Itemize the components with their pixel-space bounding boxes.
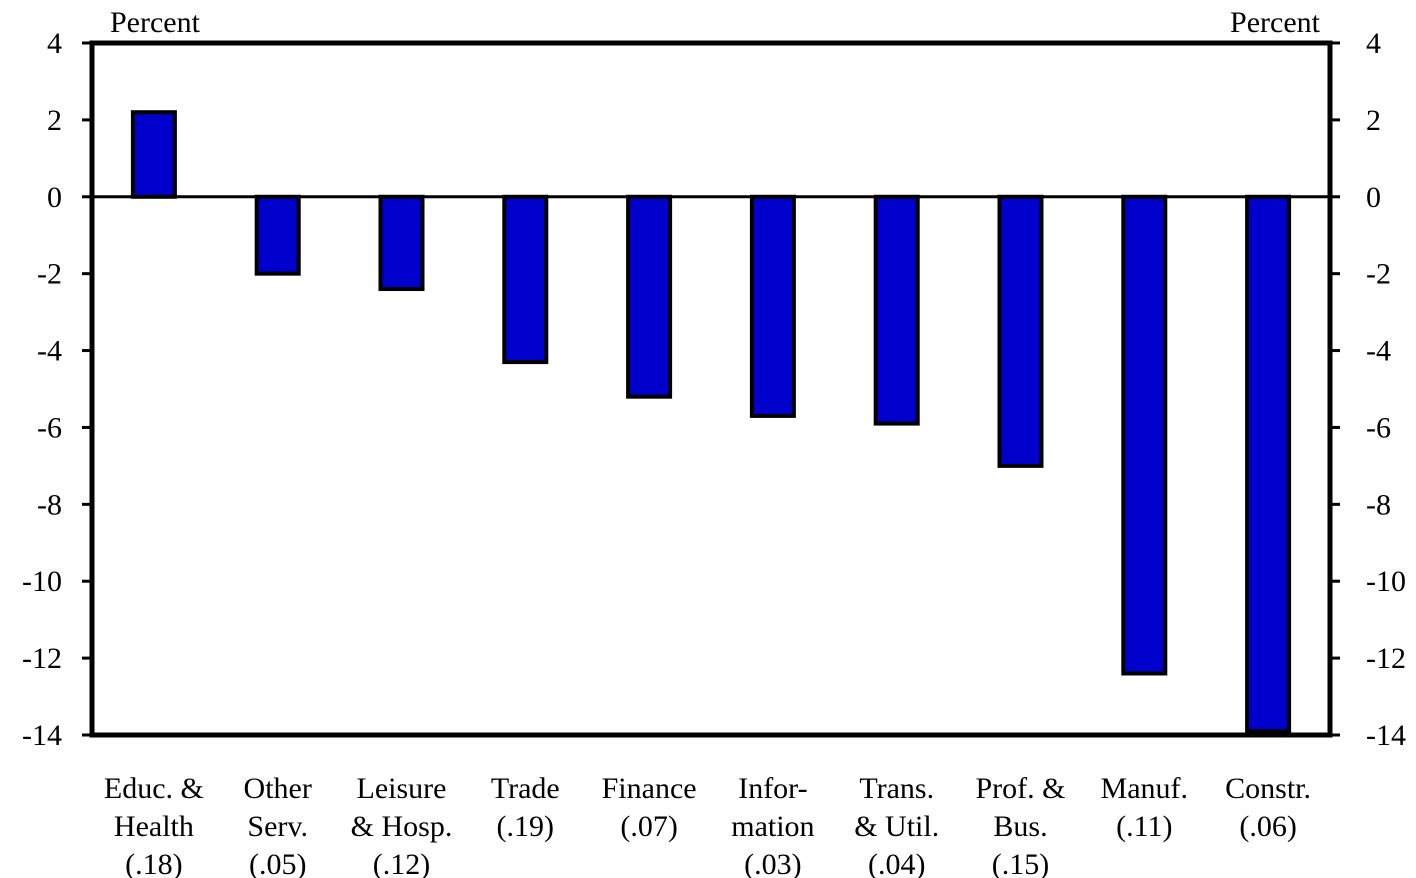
left-axis: 4 2 0 -2 -4 -6 -8 -10 -12 -14 [22, 27, 92, 752]
right-tick-label: -14 [1366, 719, 1406, 752]
right-tick-label: 2 [1366, 104, 1381, 137]
category-labels: Educ. & Health (.18) Other Serv. (.05) Leisure… [104, 772, 1311, 878]
right-tick-label: -8 [1366, 488, 1391, 521]
right-tick-label: 0 [1366, 181, 1381, 214]
right-tick-label: 4 [1366, 27, 1381, 60]
category-label-6: Infor-mation (.03) [731, 772, 814, 878]
right-tick-label: -4 [1366, 335, 1391, 368]
right-axis-unit-label: Percent [1230, 6, 1321, 39]
right-tick-label: -10 [1366, 565, 1406, 598]
bar-1 [130, 110, 177, 199]
bar-8 [997, 194, 1044, 468]
left-tick-label: -8 [37, 488, 62, 521]
left-tick-label: -4 [37, 335, 62, 368]
left-axis-unit-label: Percent [110, 6, 201, 39]
right-tick-label: -2 [1366, 258, 1391, 291]
category-label-7: Trans. & Util. (.04) [854, 772, 939, 878]
bar-10 [1245, 194, 1292, 734]
right-axis: 4 2 0 -2 -4 -6 -8 -10 -12 -14 [1330, 27, 1406, 752]
left-tick-label: -12 [22, 642, 62, 675]
category-label-4: Trade (.19) [491, 772, 560, 843]
bar-2 [254, 194, 301, 276]
bar-5 [626, 194, 673, 399]
left-tick-label: -2 [37, 258, 62, 291]
left-tick-label: -14 [22, 719, 62, 752]
category-label-5: Finance (.07) [602, 772, 697, 843]
left-tick-label: 4 [47, 27, 62, 60]
left-tick-label: 0 [47, 181, 62, 214]
left-tick-label: -10 [22, 565, 62, 598]
category-label-10: Constr. (.06) [1225, 772, 1311, 843]
bar-3 [378, 194, 425, 292]
category-label-8: Prof. & Bus. (.15) [976, 772, 1066, 878]
bar-4 [502, 194, 549, 365]
category-label-1: Educ. & Health (.18) [104, 772, 204, 878]
category-label-3: Leisure & Hosp. (.12) [351, 772, 453, 878]
left-tick-label: -6 [37, 411, 62, 444]
left-tick-label: 2 [47, 104, 62, 137]
right-tick-label: -6 [1366, 411, 1391, 444]
category-label-9: Manuf. (.11) [1101, 772, 1188, 843]
bar-9 [1121, 194, 1168, 676]
bar-6 [749, 194, 796, 418]
plot-frame [89, 40, 1333, 738]
category-label-2: Other Serv. (.05) [244, 772, 312, 878]
right-tick-label: -12 [1366, 642, 1406, 675]
bar-7 [873, 194, 920, 426]
bars-group [130, 110, 1292, 734]
